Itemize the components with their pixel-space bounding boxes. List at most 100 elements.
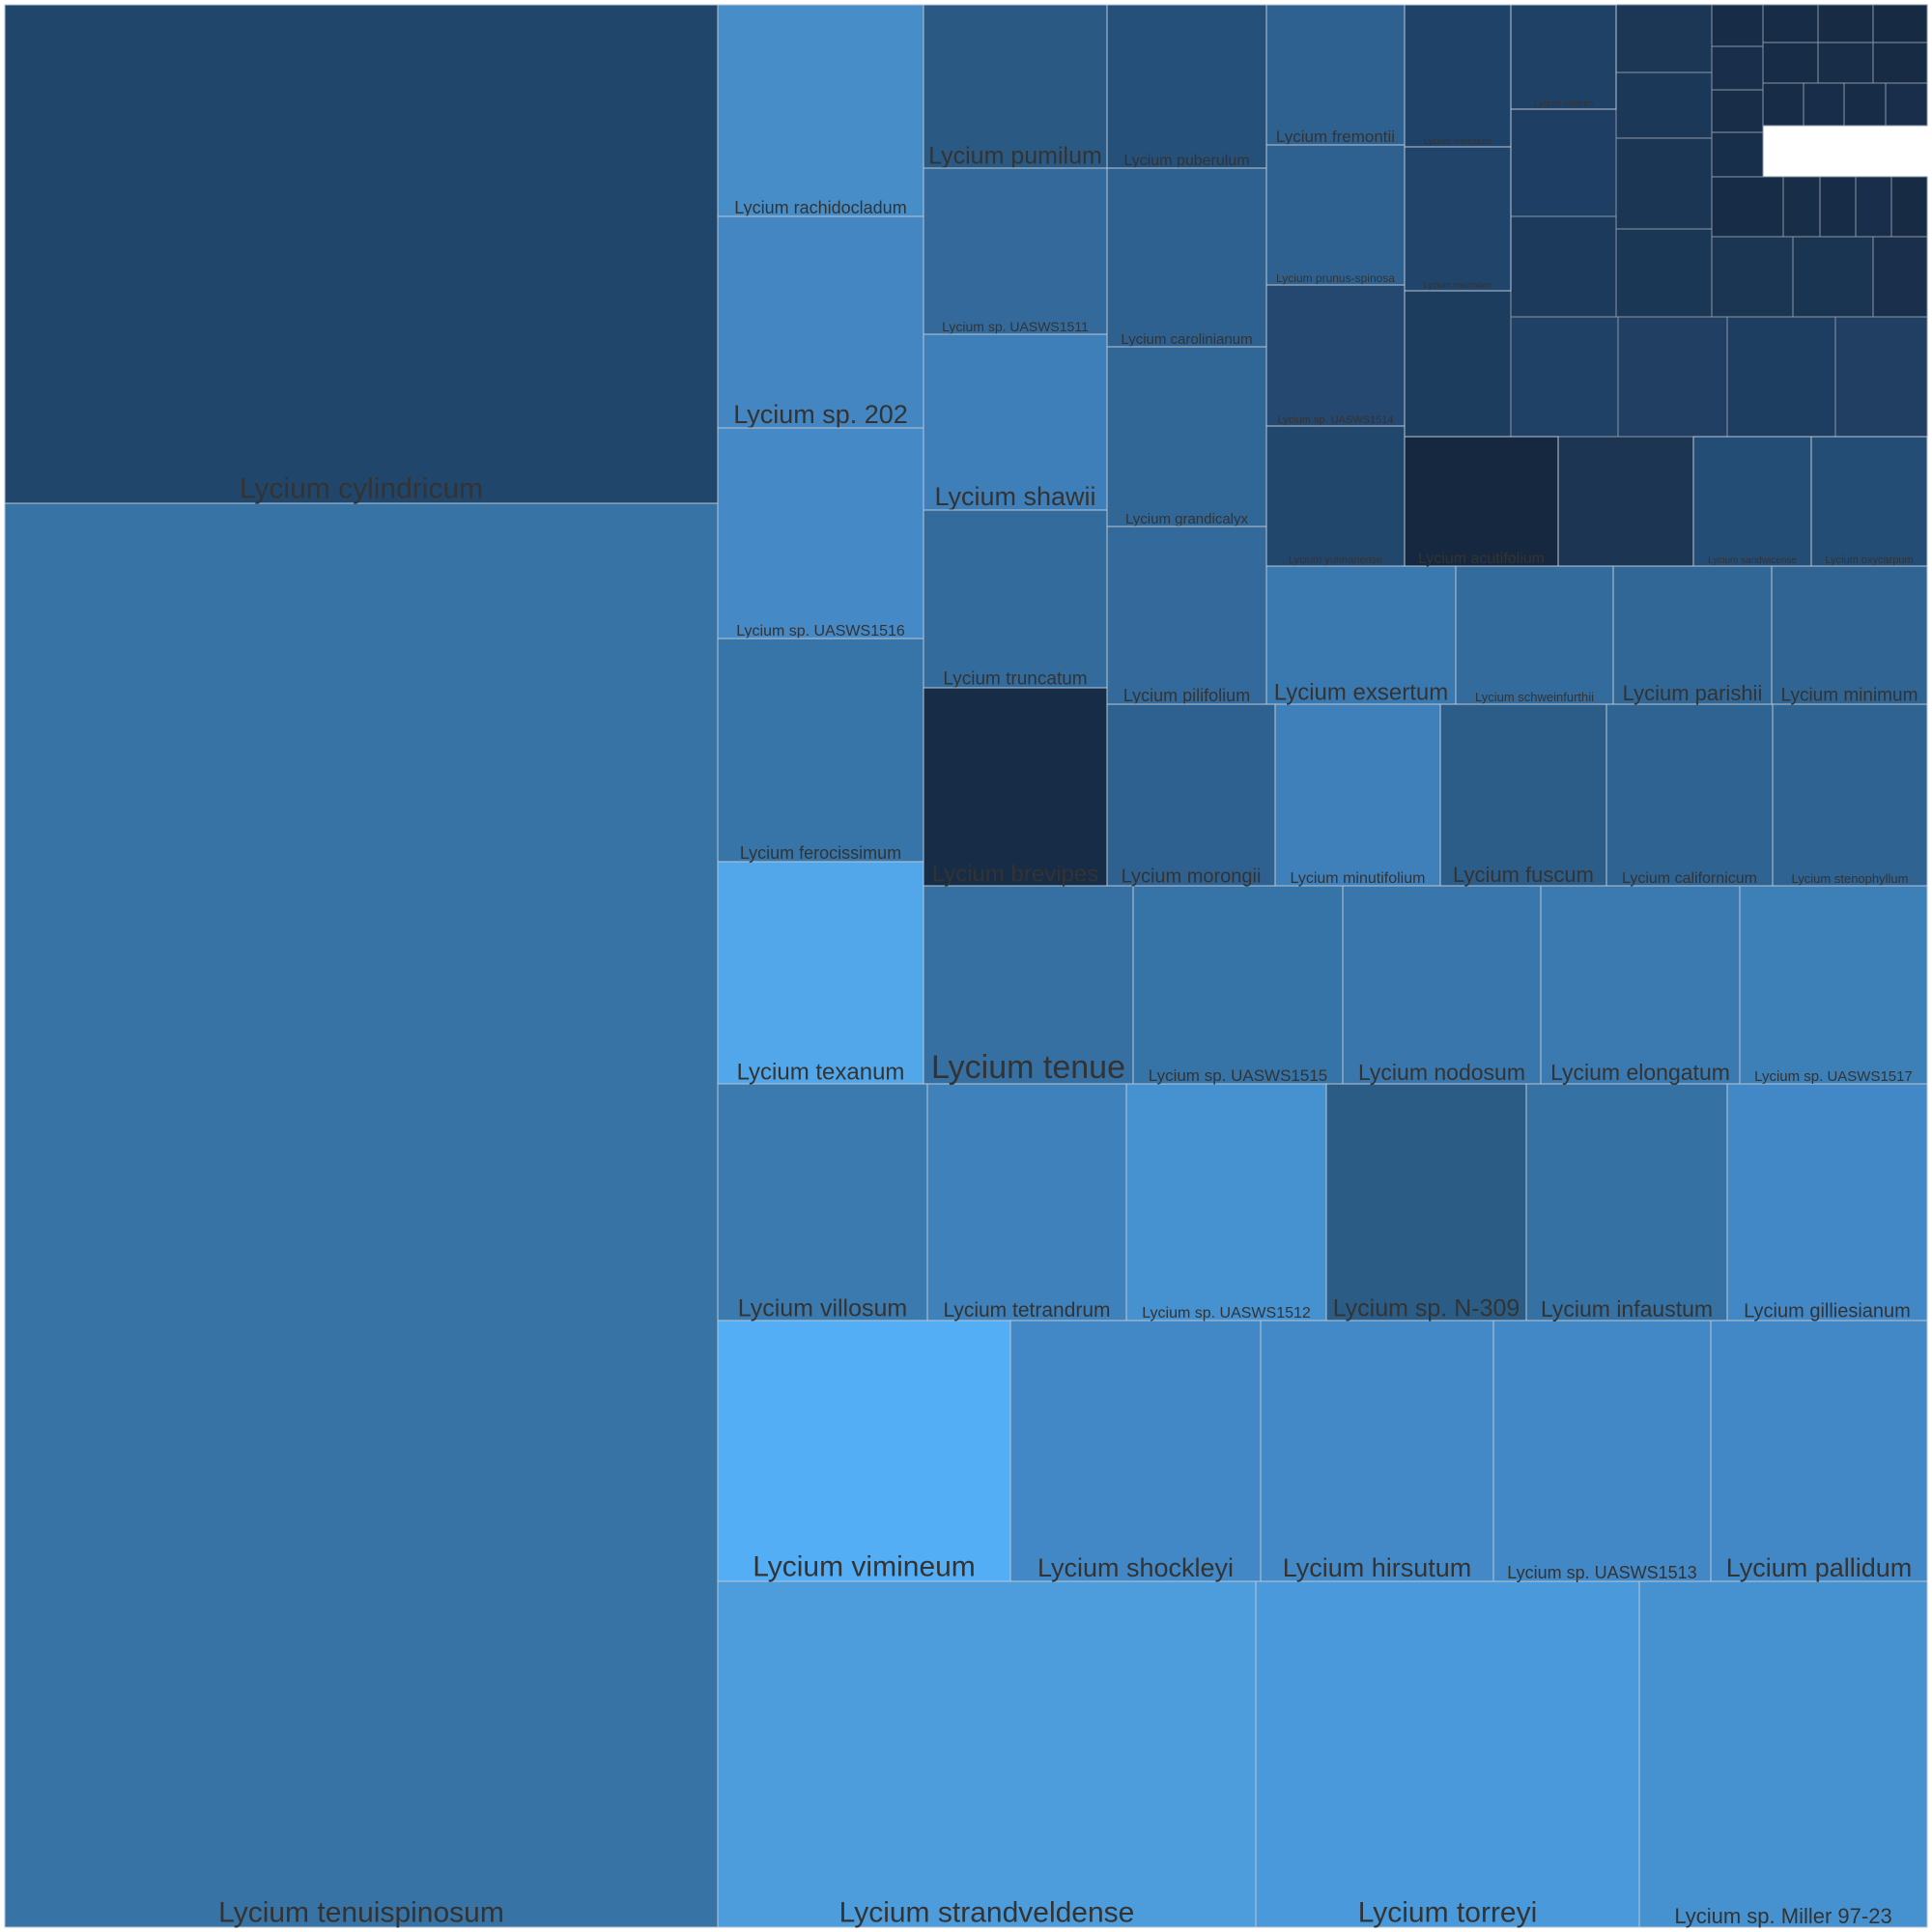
treemap-tile-lycium-sp-n-309[interactable]: Lycium sp. N-309 <box>1325 1083 1527 1322</box>
treemap-tile-label: Lycium prunus-spinosa <box>1276 271 1395 285</box>
treemap-tile-rect <box>923 333 1108 511</box>
treemap-tile-label: Lycium stenophyllum <box>1792 871 1909 886</box>
treemap-tile-lycium-minutifolium[interactable]: Lycium minutifolium <box>1274 703 1441 887</box>
treemap-tile-rect <box>1404 146 1512 292</box>
treemap-tile-rect <box>1265 284 1406 427</box>
treemap-tile-lycium-californicum[interactable]: Lycium californicum <box>1605 703 1774 887</box>
treemap-tile-unlabeled <box>1615 71 1713 139</box>
treemap-tile-lycium-sp-uasws1517[interactable]: Lycium sp. UASWS1517 <box>1739 885 1928 1085</box>
treemap-tile-lycium-sp-uasws1514[interactable]: Lycium sp. UASWS1514 <box>1265 284 1406 427</box>
treemap-tile-lycium-truncatum[interactable]: Lycium truncatum <box>923 509 1108 690</box>
treemap-tile-lycium-sp-uasws1516[interactable]: Lycium sp. UASWS1516 <box>717 427 924 639</box>
treemap-tile-lycium-minimum[interactable]: Lycium minimum <box>1771 565 1928 706</box>
treemap-tile-lycium-yunnanense[interactable]: Lycium yunnanense <box>1265 425 1406 567</box>
treemap-tile-rect <box>717 4 924 217</box>
treemap-tile-rect <box>1106 526 1267 705</box>
treemap-tile-unlabeled <box>1762 82 1804 127</box>
treemap-tile-lycium-sp-uasws1511[interactable]: Lycium sp. UASWS1511 <box>923 167 1108 335</box>
treemap-tile-unlabeled <box>1404 290 1512 438</box>
treemap-tile-rect <box>1125 1083 1327 1321</box>
treemap-tile-rect <box>1265 4 1406 146</box>
treemap-tile-lycium-intricatum[interactable]: Lycium intricatum <box>1404 4 1512 148</box>
treemap-tile-rect <box>4 4 719 504</box>
treemap-tile-lycium-macrodon[interactable]: Lycium macrodon <box>1404 146 1512 292</box>
treemap-tile-lycium-sp-202[interactable]: Lycium sp. 202 <box>717 215 924 429</box>
treemap-tile-unlabeled <box>1817 4 1874 43</box>
treemap-tile-lycium-sp-uasws1513[interactable]: Lycium sp. UASWS1513 <box>1492 1320 1712 1582</box>
treemap-tile-lycium-strandveldense[interactable]: Lycium strandveldense <box>717 1580 1257 1929</box>
treemap-tile-lycium-infaustum[interactable]: Lycium infaustum <box>1525 1083 1728 1321</box>
treemap-tile-lycium-hirsutum[interactable]: Lycium hirsutum <box>1260 1320 1494 1582</box>
treemap-tile-label: Lycium fuscum <box>1453 863 1594 887</box>
treemap-tile-lycium-brevipes[interactable]: Lycium brevipes <box>923 687 1108 888</box>
treemap-tile-rect <box>1106 4 1267 169</box>
treemap-tile-lycium-stenophyllum[interactable]: Lycium stenophyllum <box>1772 703 1928 887</box>
treemap-tile-lycium-pallidum[interactable]: Lycium pallidum <box>1710 1320 1928 1582</box>
treemap-tile-lycium-acutifolium[interactable]: Lycium acutifolium <box>1404 436 1559 567</box>
treemap-tile-lycium-ciliatum[interactable]: Lycium ciliatum <box>1510 4 1617 110</box>
treemap-tile-lycium-torreyi[interactable]: Lycium torreyi <box>1255 1580 1640 1929</box>
treemap-tile-lycium-puberulum[interactable]: Lycium puberulum <box>1106 4 1267 169</box>
treemap-tile-label: Lycium sp. UASWS1511 <box>942 319 1089 334</box>
treemap-tile-lycium-villosum[interactable]: Lycium villosum <box>717 1083 928 1322</box>
treemap-tile-label: Lycium sp. UASWS1515 <box>1149 1066 1328 1085</box>
treemap-tile-lycium-carolinianum[interactable]: Lycium carolinianum <box>1106 167 1267 348</box>
treemap-tile-lycium-sp-miller-97-23[interactable]: Lycium sp. Miller 97-23 <box>1638 1580 1928 1928</box>
treemap-tile-lycium-sp-uasws1512[interactable]: Lycium sp. UASWS1512 <box>1125 1083 1327 1321</box>
treemap-tile-rect <box>1492 1320 1712 1582</box>
treemap-tile-label: Lycium ferocissimum <box>740 843 901 863</box>
treemap-tile-label: Lycium sp. UASWS1514 <box>1277 414 1393 426</box>
treemap-tile-rect <box>923 885 1134 1085</box>
treemap-tile-rect <box>717 861 924 1085</box>
treemap-tile-rect <box>1404 436 1559 567</box>
treemap-tile-lycium-pumilum[interactable]: Lycium pumilum <box>923 4 1108 170</box>
treemap-tile-rect <box>1106 167 1267 348</box>
treemap-tile-lycium-nodosum[interactable]: Lycium nodosum <box>1342 885 1542 1085</box>
treemap-tile-lycium-rachidocladum[interactable]: Lycium rachidocladum <box>717 4 924 217</box>
treemap-tile-lycium-tenuispinosum[interactable]: Lycium tenuispinosum <box>4 502 719 1929</box>
treemap-tile-lycium-sp-uasws1515[interactable]: Lycium sp. UASWS1515 <box>1132 885 1344 1085</box>
treemap-tile-lycium-gilliesianum[interactable]: Lycium gilliesianum <box>1726 1083 1928 1321</box>
treemap-tile-label: Lycium californicum <box>1622 870 1757 887</box>
treemap-tile-lycium-grandicalyx[interactable]: Lycium grandicalyx <box>1106 346 1267 527</box>
treemap-tile-rect <box>1510 4 1617 110</box>
treemap-tile-rect <box>717 638 924 863</box>
treemap-tile-lycium-tenue[interactable]: Lycium tenue <box>923 885 1134 1086</box>
treemap-tile-label: Lycium torreyi <box>1358 1897 1538 1929</box>
treemap-tile-lycium-fremontii[interactable]: Lycium fremontii <box>1265 4 1406 146</box>
treemap-tile-rect <box>1692 436 1812 567</box>
treemap-tile-rect <box>1255 1580 1640 1928</box>
treemap-tile-lycium-ferocissimum[interactable]: Lycium ferocissimum <box>717 638 924 863</box>
treemap-tile-label: Lycium truncatum <box>943 669 1087 690</box>
treemap-tile-unlabeled <box>1885 82 1928 127</box>
treemap-tile-lycium-sandwicense[interactable]: Lycium sandwicense <box>1692 436 1812 567</box>
treemap-tile-label: Lycium morongii <box>1122 866 1262 887</box>
treemap-tile-lycium-prunus-spinosa[interactable]: Lycium prunus-spinosa <box>1265 144 1406 286</box>
treemap-tile-unlabeled <box>1615 228 1713 318</box>
treemap-tile-label: Lycium parishii <box>1623 681 1763 705</box>
treemap-tile-lycium-fuscum[interactable]: Lycium fuscum <box>1439 703 1607 887</box>
treemap-tile-label: Lycium nodosum <box>1358 1060 1525 1085</box>
treemap-tile-label: Lycium sandwicense <box>1708 555 1797 566</box>
treemap-tile-lycium-schweinfurthii[interactable]: Lycium schweinfurthii <box>1455 565 1614 705</box>
treemap-tile-lycium-shockleyi[interactable]: Lycium shockleyi <box>1009 1320 1262 1582</box>
treemap-tile-rect <box>1612 565 1773 705</box>
treemap-tile-lycium-parishii[interactable]: Lycium parishii <box>1612 565 1773 705</box>
treemap-tile-lycium-pilifolium[interactable]: Lycium pilifolium <box>1106 526 1267 705</box>
treemap-tile-unlabeled <box>1872 236 1928 318</box>
treemap-tile-lycium-oxycarpum[interactable]: Lycium oxycarpum <box>1810 436 1928 567</box>
treemap-tile-rect <box>717 1320 1011 1582</box>
treemap-tile-lycium-cylindricum[interactable]: Lycium cylindricum <box>4 4 719 505</box>
treemap-tile-lycium-tetrandrum[interactable]: Lycium tetrandrum <box>926 1083 1127 1321</box>
treemap-tile-unlabeled <box>1817 42 1874 84</box>
treemap-tile-lycium-exsertum[interactable]: Lycium exsertum <box>1265 565 1457 706</box>
treemap-tile-rect <box>717 1580 1257 1928</box>
treemap-tile-rect <box>923 167 1108 335</box>
treemap-tile-lycium-texanum[interactable]: Lycium texanum <box>717 861 924 1086</box>
treemap-tile-lycium-morongii[interactable]: Lycium morongii <box>1106 703 1276 887</box>
treemap-tile-label: Lycium schweinfurthii <box>1475 690 1594 704</box>
treemap-tile-lycium-vimineum[interactable]: Lycium vimineum <box>717 1320 1011 1583</box>
treemap-tile-lycium-elongatum[interactable]: Lycium elongatum <box>1540 885 1741 1085</box>
treemap-tile-unlabeled <box>1711 45 1764 91</box>
treemap-tile-lycium-shawii[interactable]: Lycium shawii <box>923 333 1108 511</box>
